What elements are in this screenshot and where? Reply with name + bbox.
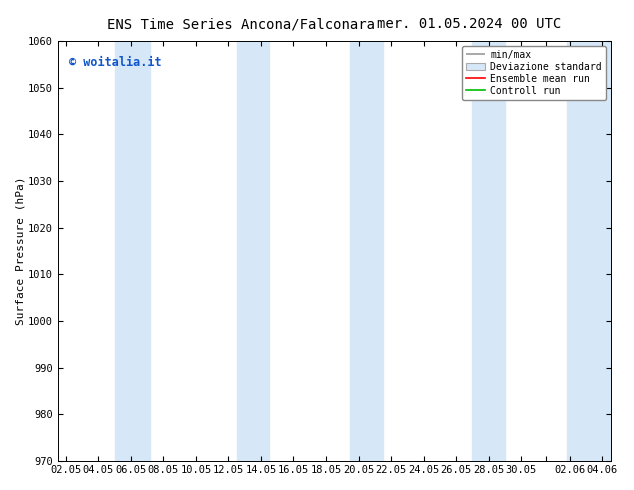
- Bar: [351, 41, 383, 461]
- Y-axis label: Surface Pressure (hPa): Surface Pressure (hPa): [15, 177, 25, 325]
- Bar: [567, 41, 619, 461]
- Bar: [472, 41, 505, 461]
- Legend: min/max, Deviazione standard, Ensemble mean run, Controll run: min/max, Deviazione standard, Ensemble m…: [462, 46, 605, 99]
- Text: ENS Time Series Ancona/Falconara: ENS Time Series Ancona/Falconara: [107, 17, 375, 31]
- Text: mer. 01.05.2024 00 UTC: mer. 01.05.2024 00 UTC: [377, 17, 561, 31]
- Text: © woitalia.it: © woitalia.it: [68, 56, 161, 69]
- Bar: [236, 41, 269, 461]
- Bar: [115, 41, 150, 461]
